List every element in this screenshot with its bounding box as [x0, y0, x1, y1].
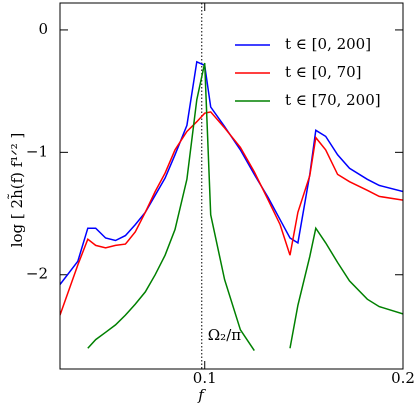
y-tick-label: 0 [38, 20, 48, 38]
legend-label: t ∈ [70, 200] [285, 91, 381, 109]
x-axis-label: f [197, 386, 206, 404]
series-line [60, 60, 403, 285]
y-axis-label: log [ 2h̃(f) f¹ᐟ² ] [8, 133, 26, 248]
series-line [87, 62, 403, 352]
y-tick-label: −2 [26, 265, 48, 283]
plot-area [60, 60, 403, 352]
legend-label: t ∈ [0, 200] [285, 35, 371, 53]
series-line [60, 111, 403, 316]
x-tick-label: 0.2 [391, 369, 415, 387]
x-tick-label: 0.1 [193, 369, 217, 387]
plot-frame [59, 2, 404, 370]
y-tick-label: −1 [26, 142, 48, 160]
legend-label: t ∈ [0, 70] [285, 63, 362, 81]
reference-label: Ω₂/π [208, 326, 242, 344]
